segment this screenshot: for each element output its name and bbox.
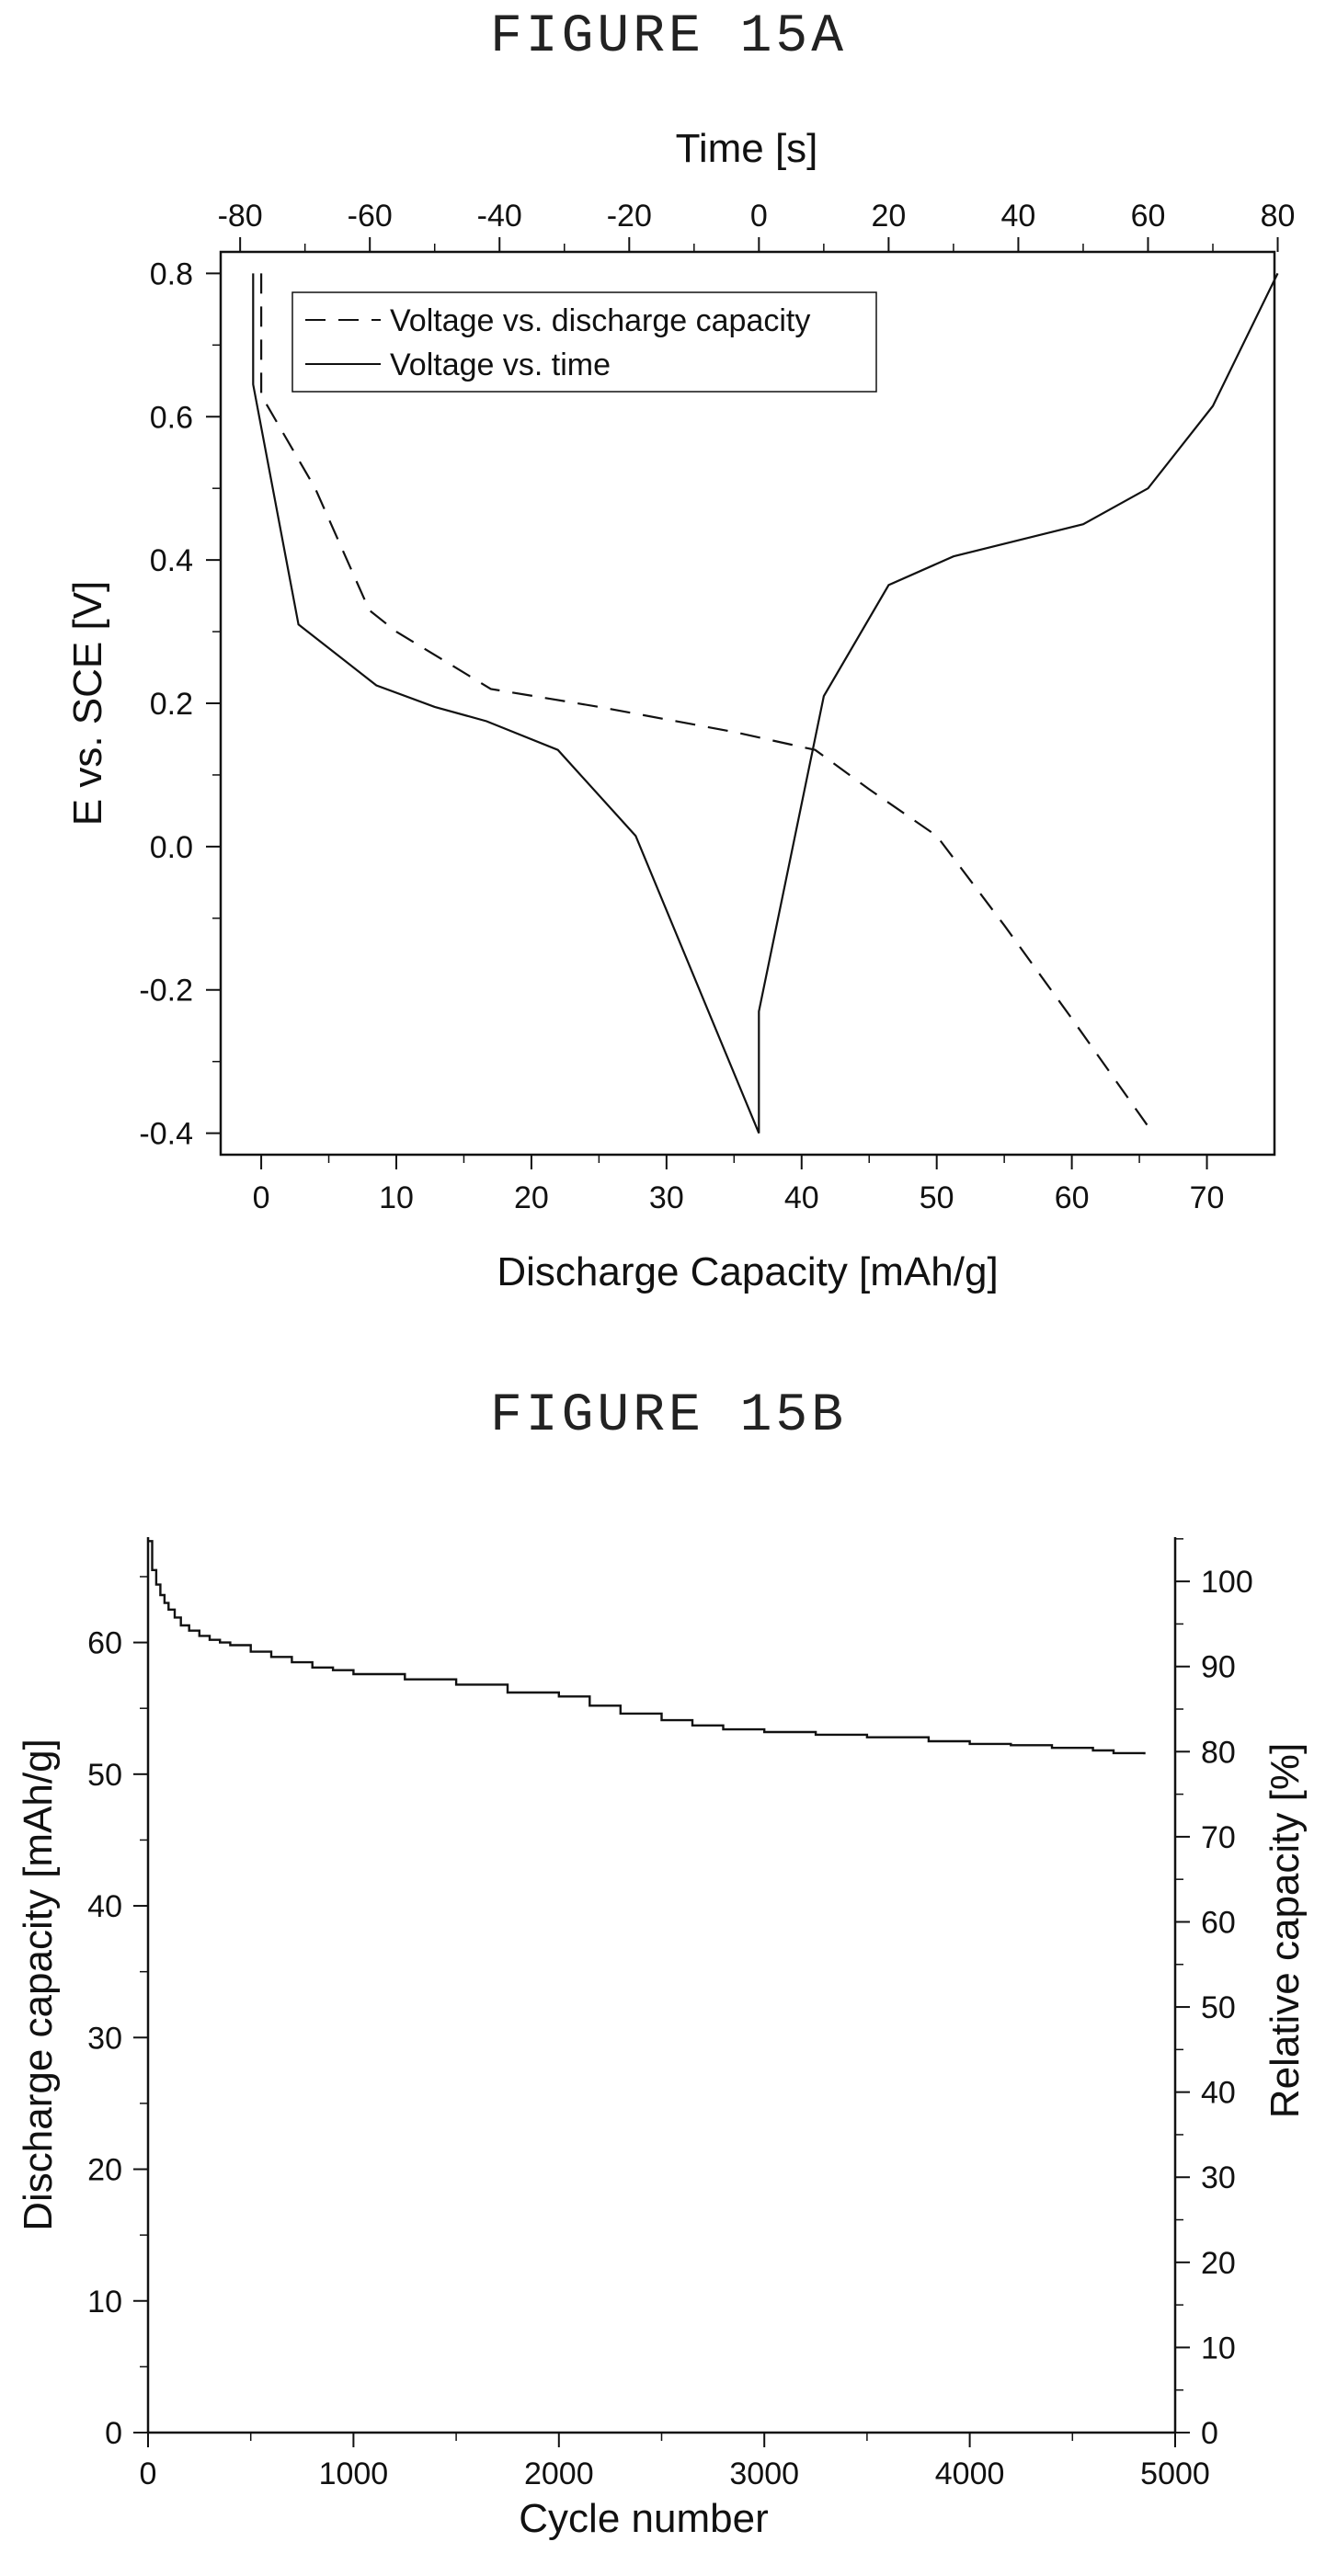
x-tick-label: 20: [514, 1180, 549, 1215]
y-tick-label: 40: [87, 1889, 122, 1924]
y-tick-label: 10: [87, 2285, 122, 2320]
y2-tick-label: 20: [1201, 2246, 1236, 2281]
x-axis-label: Cycle number: [519, 2496, 768, 2541]
top-tick-label: -80: [218, 199, 263, 234]
x-tick-label: 50: [920, 1180, 954, 1215]
legend-label-capacity: Voltage vs. discharge capacity: [390, 303, 810, 338]
x-tick-label: 3000: [729, 2456, 799, 2491]
right-y-axis-label: Relative capacity [%]: [1263, 1743, 1308, 2118]
y-tick-label: 20: [87, 2153, 122, 2188]
top-tick-label: 20: [871, 199, 906, 234]
x-axis-label: Discharge Capacity [mAh/g]: [497, 1249, 998, 1294]
top-tick-label: -40: [477, 199, 522, 234]
y2-tick-label: 30: [1201, 2160, 1236, 2195]
y-axis-label: Discharge capacity [mAh/g]: [16, 1738, 61, 2231]
y-tick-label: 50: [87, 1758, 122, 1793]
x-tick-label: 2000: [524, 2456, 594, 2491]
x-tick-label: 1000: [319, 2456, 389, 2491]
x-tick-label: 30: [649, 1180, 684, 1215]
y2-tick-label: 90: [1201, 1650, 1236, 1685]
x-tick-label: 5000: [1140, 2456, 1210, 2491]
y2-tick-label: 70: [1201, 1820, 1236, 1855]
x-tick-label: 70: [1190, 1180, 1225, 1215]
top-tick-label: -60: [348, 199, 393, 234]
x-tick-label: 40: [784, 1180, 819, 1215]
y2-tick-label: 50: [1201, 1990, 1236, 2025]
y2-tick-label: 10: [1201, 2331, 1236, 2365]
y-tick-label: 0.8: [150, 256, 193, 291]
figure-15a-title: FIGURE 15A: [489, 7, 848, 67]
y-tick-label: 0.0: [150, 830, 193, 865]
y-tick-label: 0.4: [150, 543, 193, 578]
y-tick-label: 0.6: [150, 400, 193, 435]
legend-label-time: Voltage vs. time: [390, 348, 611, 382]
top-tick-label: -20: [607, 199, 652, 234]
x-tick-label: 0: [253, 1180, 270, 1215]
y2-tick-label: 100: [1201, 1565, 1253, 1600]
x-tick-label: 0: [140, 2456, 157, 2491]
y-axis-label: E vs. SCE [V]: [65, 581, 110, 826]
top-axis-label: Time [s]: [676, 126, 818, 171]
y-tick-label: 0.2: [150, 687, 193, 722]
series-discharge-capacity: [148, 1540, 1146, 1755]
figure-15b-title: FIGURE 15B: [489, 1386, 848, 1446]
x-tick-label: 60: [1055, 1180, 1090, 1215]
x-tick-label: 10: [379, 1180, 414, 1215]
top-tick-label: 80: [1261, 199, 1296, 234]
y2-tick-label: 40: [1201, 2076, 1236, 2111]
y-tick-label: -0.4: [139, 1117, 193, 1152]
series-voltage-vs-capacity: [260, 273, 1154, 1134]
y-tick-label: -0.2: [139, 974, 193, 1009]
y2-tick-label: 0: [1201, 2416, 1218, 2451]
y-tick-label: 60: [87, 1626, 122, 1661]
y-tick-label: 0: [105, 2416, 122, 2451]
series-voltage-vs-time: [252, 272, 1279, 1134]
y-tick-label: 30: [87, 2021, 122, 2056]
chart-15a: 0 10 20 30 40 50 60 70 -80 -60 -40 -20 0 20 40 60 80 -0.4…: [65, 126, 1296, 1294]
top-tick-label: 60: [1131, 199, 1166, 234]
y2-tick-label: 60: [1201, 1905, 1236, 1940]
top-tick-label: 40: [1001, 199, 1036, 234]
legend-box: [291, 291, 877, 393]
top-tick-label: 0: [750, 199, 768, 234]
legend: Voltage vs. discharge capacity Voltage v…: [291, 291, 877, 393]
x-tick-label: 4000: [935, 2456, 1005, 2491]
y2-tick-label: 80: [1201, 1735, 1236, 1770]
